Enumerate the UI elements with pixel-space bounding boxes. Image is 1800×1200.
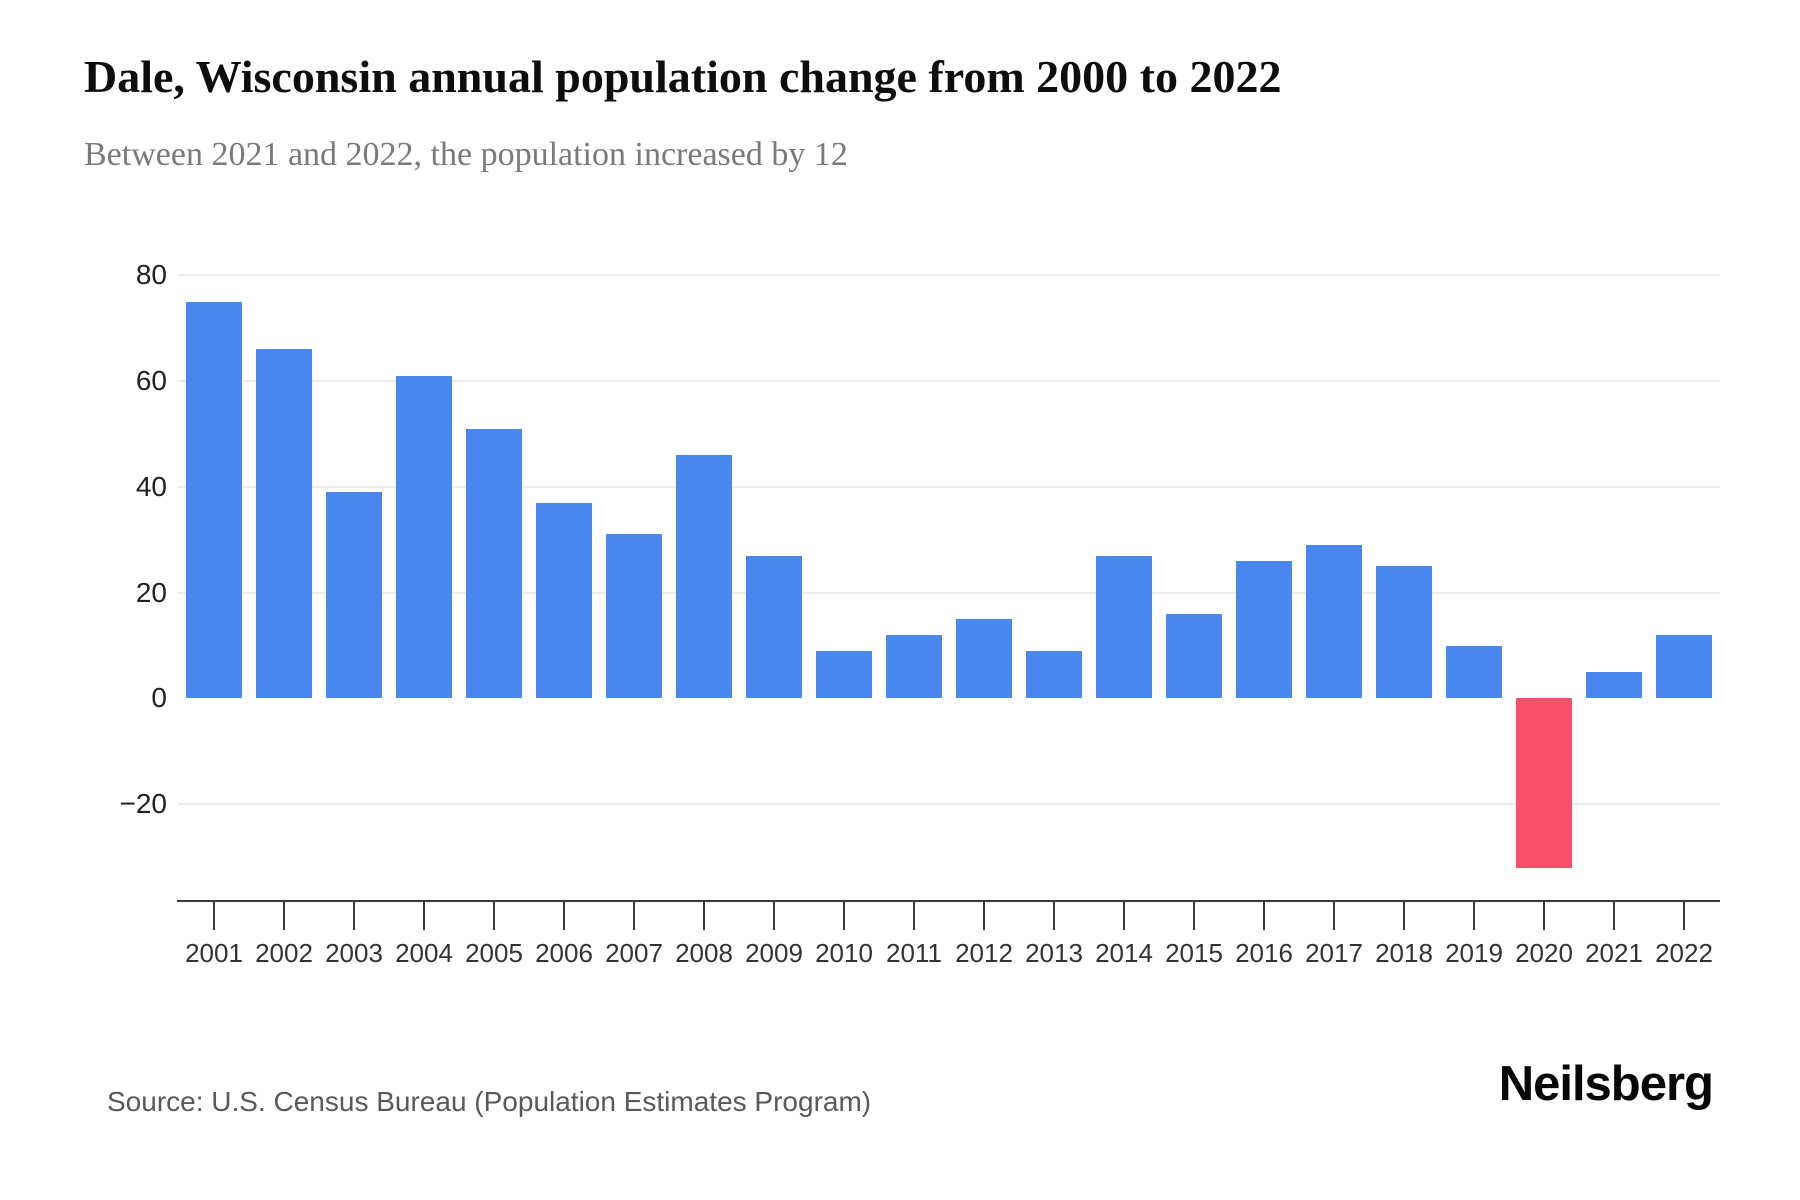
x-tick-2004 xyxy=(423,902,425,930)
x-tick-2015 xyxy=(1193,902,1195,930)
x-tick-2022 xyxy=(1683,902,1685,930)
y-tick-label-80: 80 xyxy=(135,259,167,291)
x-tick-2013 xyxy=(1053,902,1055,930)
bar-2017[interactable] xyxy=(1306,545,1362,699)
x-tick-2021 xyxy=(1613,902,1615,930)
bar-2018[interactable] xyxy=(1376,566,1432,699)
bar-2014[interactable] xyxy=(1096,555,1152,699)
x-tick-2002 xyxy=(283,902,285,930)
x-tick-label-2016: 2016 xyxy=(1235,938,1293,968)
chart-title: Dale, Wisconsin annual population change… xyxy=(84,51,1282,102)
y-tick-label-40: 40 xyxy=(135,470,167,502)
bar-2020[interactable] xyxy=(1516,698,1572,868)
bar-2010[interactable] xyxy=(816,650,872,699)
x-axis-line xyxy=(177,900,1720,902)
x-tick-2019 xyxy=(1473,902,1475,930)
x-tick-2009 xyxy=(773,902,775,930)
x-tick-2001 xyxy=(213,902,215,930)
bar-2007[interactable] xyxy=(606,534,662,699)
y-tick-label-20: 20 xyxy=(135,576,167,608)
x-tick-label-2010: 2010 xyxy=(815,938,873,968)
x-tick-label-2008: 2008 xyxy=(675,938,733,968)
x-tick-label-2006: 2006 xyxy=(535,938,593,968)
bar-2012[interactable] xyxy=(956,619,1012,699)
x-tick-2010 xyxy=(843,902,845,930)
bar-2001[interactable] xyxy=(186,301,242,699)
x-tick-label-2001: 2001 xyxy=(185,938,243,968)
x-tick-2012 xyxy=(983,902,985,930)
x-tick-label-2017: 2017 xyxy=(1305,938,1363,968)
x-tick-label-2018: 2018 xyxy=(1375,938,1433,968)
bar-2009[interactable] xyxy=(746,555,802,699)
y-tick-label-60: 60 xyxy=(135,365,167,397)
gridline-40 xyxy=(178,485,1720,488)
bar-2004[interactable] xyxy=(396,375,452,699)
x-tick-2006 xyxy=(563,902,565,930)
bar-2003[interactable] xyxy=(326,492,382,699)
x-tick-2018 xyxy=(1403,902,1405,930)
x-tick-label-2013: 2013 xyxy=(1025,938,1083,968)
x-tick-label-2003: 2003 xyxy=(325,938,383,968)
x-tick-label-2004: 2004 xyxy=(395,938,453,968)
x-tick-label-2021: 2021 xyxy=(1585,938,1643,968)
gridline-60 xyxy=(178,380,1720,383)
y-tick-label-−20: −20 xyxy=(119,788,168,820)
x-tick-2011 xyxy=(913,902,915,930)
gridline-20 xyxy=(178,591,1720,594)
x-tick-label-2015: 2015 xyxy=(1165,938,1223,968)
bar-2016[interactable] xyxy=(1236,560,1292,699)
bar-2013[interactable] xyxy=(1026,650,1082,699)
bar-2002[interactable] xyxy=(256,349,312,699)
x-tick-label-2019: 2019 xyxy=(1445,938,1503,968)
bar-2008[interactable] xyxy=(676,455,732,699)
bar-2006[interactable] xyxy=(536,502,592,699)
bar-2015[interactable] xyxy=(1166,613,1222,699)
x-tick-2007 xyxy=(633,902,635,930)
bar-2011[interactable] xyxy=(886,634,942,699)
bar-2019[interactable] xyxy=(1446,645,1502,699)
bar-2022[interactable] xyxy=(1656,634,1712,699)
y-tick-label-0: 0 xyxy=(151,682,167,714)
source-note: Source: U.S. Census Bureau (Population E… xyxy=(107,1086,872,1117)
x-tick-label-2002: 2002 xyxy=(255,938,313,968)
bar-2005[interactable] xyxy=(466,428,522,699)
x-tick-label-2009: 2009 xyxy=(745,938,803,968)
x-tick-label-2022: 2022 xyxy=(1655,938,1713,968)
x-tick-label-2014: 2014 xyxy=(1095,938,1153,968)
x-tick-2016 xyxy=(1263,902,1265,930)
x-tick-2017 xyxy=(1333,902,1335,930)
x-tick-2005 xyxy=(493,902,495,930)
x-tick-label-2011: 2011 xyxy=(886,938,942,968)
x-tick-2020 xyxy=(1543,902,1545,930)
x-tick-label-2012: 2012 xyxy=(955,938,1013,968)
gridline-−20 xyxy=(178,803,1720,806)
x-tick-2014 xyxy=(1123,902,1125,930)
brand-logo: Neilsberg xyxy=(1498,1057,1714,1111)
chart-subtitle: Between 2021 and 2022, the population in… xyxy=(84,136,848,173)
x-tick-2003 xyxy=(353,902,355,930)
x-tick-label-2005: 2005 xyxy=(465,938,523,968)
bar-2021[interactable] xyxy=(1586,671,1642,699)
x-tick-label-2007: 2007 xyxy=(605,938,663,968)
x-tick-label-2020: 2020 xyxy=(1515,938,1573,968)
gridline-80 xyxy=(178,274,1720,277)
x-tick-2008 xyxy=(703,902,705,930)
